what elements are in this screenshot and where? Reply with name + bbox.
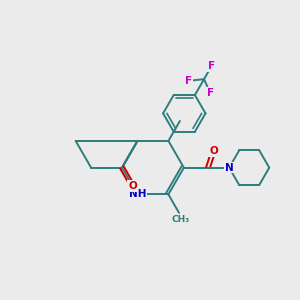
- Text: F: F: [185, 76, 192, 86]
- Text: N: N: [225, 163, 234, 173]
- Text: F: F: [207, 88, 214, 98]
- Text: F: F: [208, 61, 215, 71]
- Text: CH₃: CH₃: [171, 215, 190, 224]
- Text: O: O: [209, 146, 218, 156]
- Text: NH: NH: [129, 189, 146, 200]
- Text: O: O: [128, 181, 137, 191]
